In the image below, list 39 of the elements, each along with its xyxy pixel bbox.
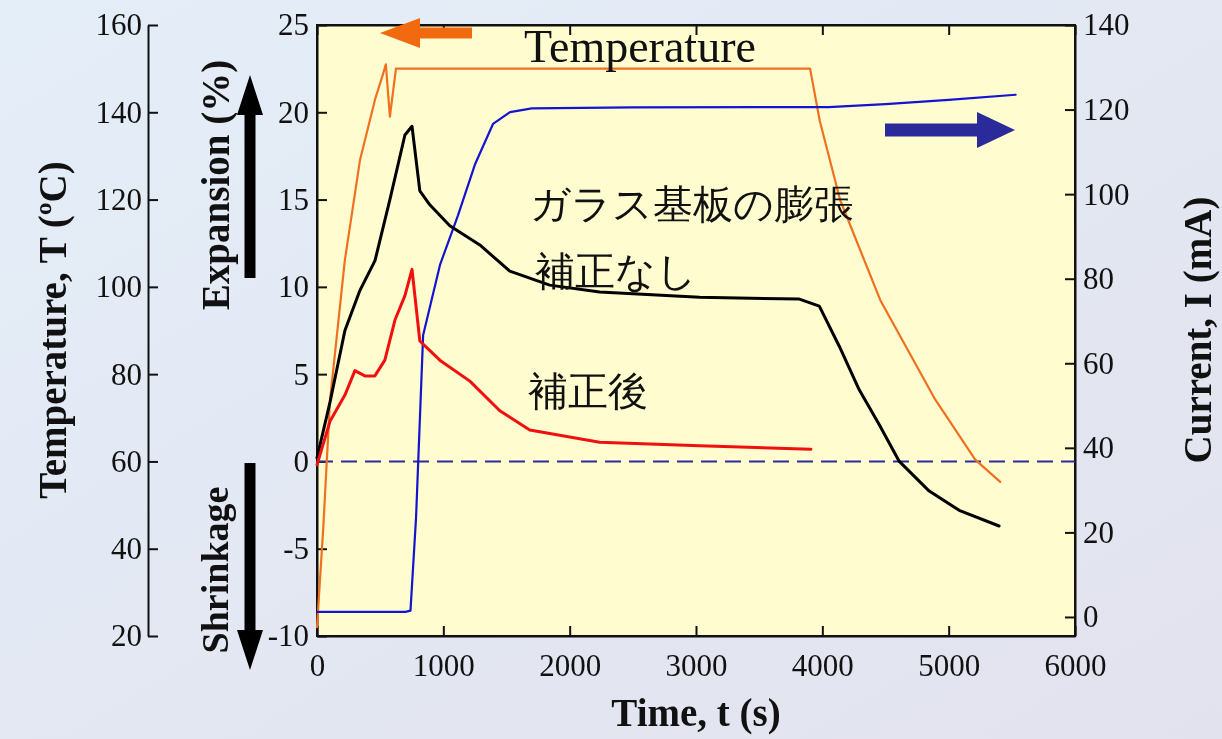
y-axis-title: Expansion (%) bbox=[193, 59, 238, 311]
line-series bbox=[315, 124, 1001, 528]
y-tick-label: 20 bbox=[278, 94, 309, 130]
y3-axis-title: Temperature, T (ºC) bbox=[30, 161, 75, 499]
x-tick-label: 6000 bbox=[1044, 648, 1107, 684]
y2-tick-label: 60 bbox=[1083, 345, 1114, 381]
y3-tick-label: 20 bbox=[111, 618, 142, 654]
y-tick-label: -5 bbox=[283, 531, 309, 567]
y2-tick-label: 80 bbox=[1083, 261, 1114, 297]
y2-tick-label: 0 bbox=[1083, 599, 1099, 635]
x-axis-title: Time, t (s) bbox=[611, 690, 781, 735]
y3-tick-label: 120 bbox=[95, 181, 142, 217]
y-tick-label: 25 bbox=[278, 7, 309, 43]
y3-tick-label: 140 bbox=[95, 94, 142, 130]
series-label: 補正なし bbox=[535, 248, 697, 294]
y-tick-label: 15 bbox=[278, 181, 309, 217]
y-tick-label: 0 bbox=[293, 443, 309, 479]
x-tick-label: 2000 bbox=[539, 648, 602, 684]
y2-tick-label: 40 bbox=[1083, 430, 1114, 466]
legend-label: Temperature bbox=[524, 21, 756, 72]
x-tick-label: 1000 bbox=[412, 648, 475, 684]
y3-tick-label: 80 bbox=[111, 356, 142, 392]
x-tick-label: 3000 bbox=[665, 648, 728, 684]
y3-tick-label: 40 bbox=[111, 531, 142, 567]
x-tick-label: 4000 bbox=[791, 648, 854, 684]
y2-tick-label: 120 bbox=[1083, 91, 1130, 127]
y3-tick-label: 60 bbox=[111, 443, 142, 479]
y-tick-label: 10 bbox=[278, 269, 309, 305]
y2-tick-label: 100 bbox=[1083, 176, 1130, 212]
y-tick-label: -10 bbox=[267, 618, 309, 654]
y2-axis-title: Current, I (mA) bbox=[1175, 196, 1220, 464]
y3-tick-label: 100 bbox=[95, 269, 142, 305]
series-label: 補正後 bbox=[528, 368, 648, 414]
y3-tick-label: 160 bbox=[95, 7, 142, 43]
y-tick-label: 5 bbox=[293, 356, 309, 392]
y2-tick-label: 140 bbox=[1083, 7, 1130, 43]
x-tick-label: 5000 bbox=[918, 648, 981, 684]
text: Shrinkage bbox=[194, 486, 236, 654]
y2-tick-label: 20 bbox=[1083, 514, 1114, 550]
